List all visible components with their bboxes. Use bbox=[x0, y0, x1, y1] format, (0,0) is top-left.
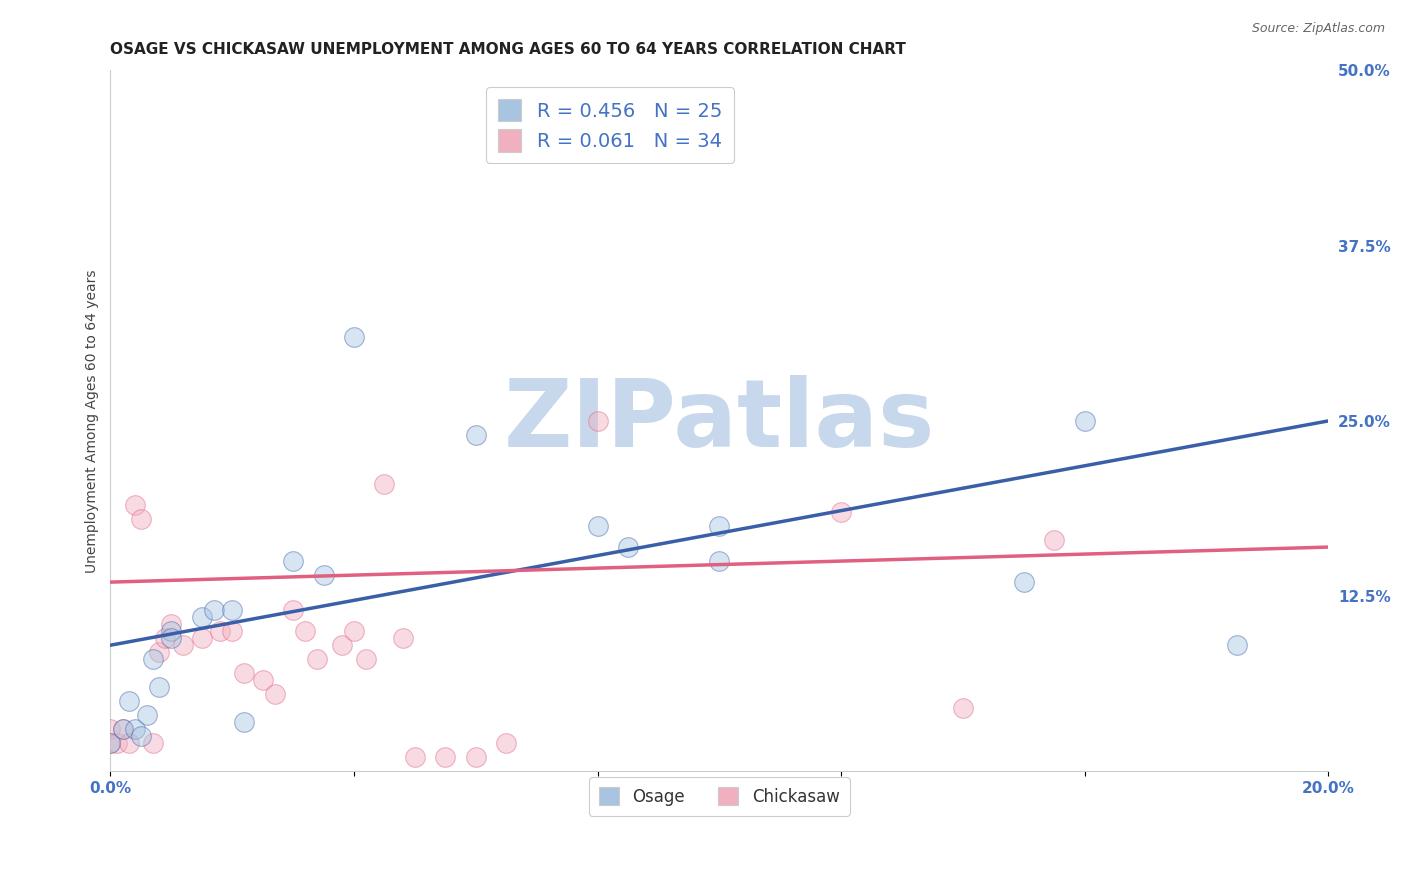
Point bbox=[617, 540, 640, 554]
Text: Source: ZipAtlas.com: Source: ZipAtlas.com bbox=[1251, 22, 1385, 36]
Point bbox=[434, 750, 457, 764]
Point bbox=[709, 554, 731, 568]
Point bbox=[129, 512, 152, 526]
Point bbox=[100, 723, 122, 737]
Point bbox=[586, 414, 609, 428]
Point bbox=[1043, 533, 1066, 547]
Point bbox=[155, 631, 177, 645]
Point bbox=[373, 477, 395, 491]
Point bbox=[190, 631, 212, 645]
Point bbox=[330, 638, 353, 652]
Point bbox=[586, 519, 609, 533]
Point bbox=[343, 624, 366, 639]
Point bbox=[343, 330, 366, 344]
Point bbox=[129, 729, 152, 743]
Point bbox=[136, 708, 159, 723]
Point bbox=[124, 498, 146, 512]
Point bbox=[100, 736, 122, 750]
Point bbox=[1226, 638, 1249, 652]
Point bbox=[312, 568, 335, 582]
Point bbox=[464, 428, 486, 442]
Point bbox=[100, 736, 122, 750]
Point bbox=[105, 736, 128, 750]
Point bbox=[1074, 414, 1097, 428]
Point bbox=[124, 723, 146, 737]
Point bbox=[709, 519, 731, 533]
Y-axis label: Unemployment Among Ages 60 to 64 years: Unemployment Among Ages 60 to 64 years bbox=[86, 269, 100, 573]
Point bbox=[190, 610, 212, 624]
Point bbox=[354, 652, 377, 666]
Point bbox=[160, 624, 183, 639]
Point bbox=[142, 736, 165, 750]
Point bbox=[252, 673, 274, 688]
Point bbox=[221, 624, 243, 639]
Point bbox=[294, 624, 316, 639]
Legend: Osage, Chickasaw: Osage, Chickasaw bbox=[589, 778, 849, 815]
Point bbox=[263, 687, 285, 701]
Text: OSAGE VS CHICKASAW UNEMPLOYMENT AMONG AGES 60 TO 64 YEARS CORRELATION CHART: OSAGE VS CHICKASAW UNEMPLOYMENT AMONG AG… bbox=[111, 42, 907, 57]
Point bbox=[1012, 575, 1035, 590]
Point bbox=[111, 723, 134, 737]
Point bbox=[233, 715, 256, 730]
Point bbox=[202, 603, 225, 617]
Point bbox=[173, 638, 195, 652]
Point bbox=[464, 750, 486, 764]
Point bbox=[281, 554, 304, 568]
Point bbox=[952, 701, 974, 715]
Point bbox=[118, 736, 141, 750]
Point bbox=[495, 736, 517, 750]
Point bbox=[142, 652, 165, 666]
Point bbox=[307, 652, 329, 666]
Point bbox=[118, 694, 141, 708]
Point bbox=[404, 750, 426, 764]
Point bbox=[233, 666, 256, 681]
Point bbox=[160, 631, 183, 645]
Point bbox=[148, 680, 170, 694]
Point bbox=[830, 505, 852, 519]
Point bbox=[148, 645, 170, 659]
Text: ZIPatlas: ZIPatlas bbox=[503, 375, 935, 467]
Point bbox=[221, 603, 243, 617]
Point bbox=[208, 624, 231, 639]
Point bbox=[391, 631, 413, 645]
Point bbox=[111, 723, 134, 737]
Point bbox=[281, 603, 304, 617]
Point bbox=[160, 617, 183, 632]
